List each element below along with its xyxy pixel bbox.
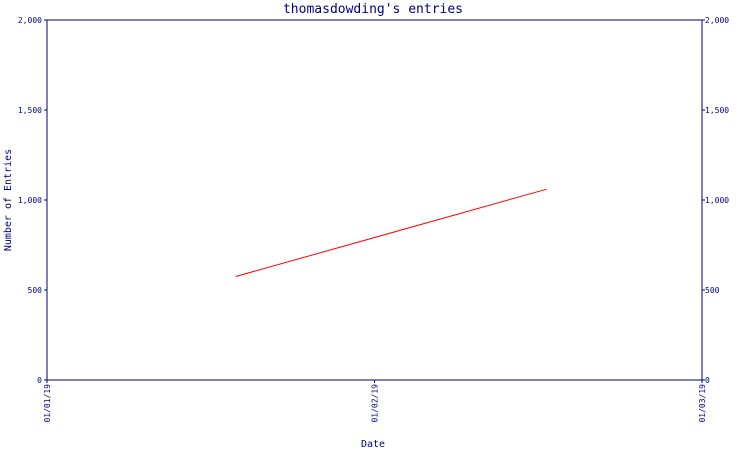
left-y-tick-label: 0 xyxy=(37,376,42,385)
left-y-axis: 0 500 1,000 1,500 2,000 xyxy=(18,16,47,385)
x-tick-label: 01/03/19 xyxy=(698,384,707,423)
chart-title: thomasdowding's entries xyxy=(283,2,463,17)
right-y-tick-label: 2,000 xyxy=(705,16,729,25)
y-axis-label: Number of Entries xyxy=(3,149,14,251)
left-y-tick-label: 1,500 xyxy=(18,106,42,115)
right-y-tick-label: 1,500 xyxy=(705,106,729,115)
right-y-tick-label: 500 xyxy=(705,286,720,295)
right-y-axis: 0 500 1,000 1,500 2,000 xyxy=(702,16,729,385)
right-y-tick-label: 0 xyxy=(705,376,710,385)
x-tick-label: 01/02/19 xyxy=(371,384,380,423)
left-y-tick-label: 500 xyxy=(28,286,43,295)
plot-area-frame xyxy=(46,19,703,381)
left-y-tick-label: 1,000 xyxy=(18,196,42,205)
series-line xyxy=(235,188,547,277)
right-y-tick-label: 1,000 xyxy=(705,196,729,205)
series-layer xyxy=(235,188,547,277)
x-axis-label: Date xyxy=(361,439,385,450)
left-y-tick-label: 2,000 xyxy=(18,16,42,25)
x-axis: 01/01/19 01/02/19 01/03/19 xyxy=(43,380,707,423)
x-tick-label: 01/01/19 xyxy=(43,384,52,423)
